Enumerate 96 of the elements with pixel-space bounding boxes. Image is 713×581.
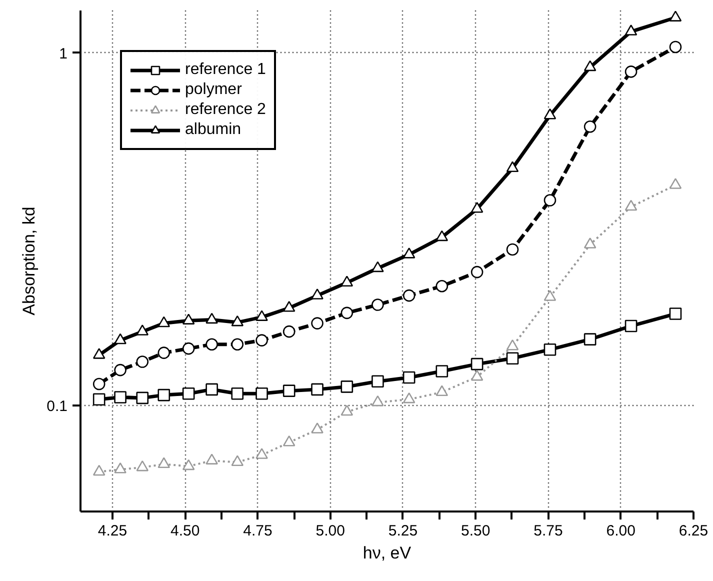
point xyxy=(340,306,354,320)
point xyxy=(182,459,195,470)
point xyxy=(136,356,149,368)
point xyxy=(584,120,596,133)
point xyxy=(311,422,324,434)
y-tick-label: 0.1 xyxy=(46,398,68,415)
x-tick-label: 4.25 xyxy=(98,522,128,540)
y-axis-title: Absorption, kd xyxy=(20,206,39,316)
point xyxy=(206,338,218,351)
point xyxy=(182,314,195,324)
point xyxy=(158,316,170,328)
point xyxy=(372,261,384,272)
point xyxy=(506,243,519,256)
legend-label: polymer xyxy=(185,81,242,99)
point xyxy=(182,342,195,355)
point xyxy=(624,200,638,211)
point xyxy=(92,348,106,359)
point xyxy=(92,464,106,476)
point xyxy=(282,384,296,397)
point xyxy=(544,290,556,301)
x-tick-label: 5.00 xyxy=(316,522,345,540)
point xyxy=(624,66,638,78)
x-tick-label: 6.25 xyxy=(678,522,708,540)
x-tick-label: 5.25 xyxy=(388,522,418,540)
point xyxy=(282,325,296,338)
point xyxy=(372,395,384,406)
point xyxy=(256,448,268,459)
point xyxy=(231,387,244,400)
point xyxy=(92,378,106,390)
point xyxy=(470,202,484,213)
point xyxy=(436,385,448,396)
point xyxy=(544,194,556,206)
point xyxy=(402,392,416,404)
point xyxy=(669,40,682,54)
legend-label: albumin xyxy=(185,121,242,139)
point xyxy=(372,298,384,311)
point xyxy=(114,333,126,344)
point xyxy=(470,358,484,370)
point xyxy=(206,312,218,324)
point xyxy=(506,161,519,172)
legend-label: reference 1 xyxy=(185,61,266,79)
point xyxy=(584,60,596,72)
point xyxy=(506,339,519,350)
point xyxy=(114,364,126,376)
x-tick-label: 4.75 xyxy=(243,522,272,540)
point xyxy=(669,10,682,22)
point xyxy=(402,289,416,302)
point xyxy=(256,334,268,346)
point xyxy=(136,392,149,404)
point xyxy=(669,308,682,320)
point xyxy=(506,352,519,364)
point xyxy=(256,387,268,400)
point xyxy=(436,280,448,292)
point xyxy=(436,365,448,378)
point xyxy=(256,310,268,321)
point xyxy=(92,393,106,406)
point xyxy=(136,324,149,336)
point xyxy=(436,230,448,242)
point xyxy=(669,178,682,189)
point xyxy=(136,460,149,472)
point xyxy=(158,457,170,468)
x-tick-label: 5.75 xyxy=(534,522,563,540)
point xyxy=(340,276,354,286)
point xyxy=(311,288,324,300)
point xyxy=(340,404,354,416)
point xyxy=(231,455,244,466)
point xyxy=(158,346,170,359)
point xyxy=(231,338,244,351)
x-tick-label: 5.50 xyxy=(461,522,490,540)
point xyxy=(282,435,296,446)
point xyxy=(470,266,484,278)
y-tick-label: 1 xyxy=(59,45,68,62)
point xyxy=(544,343,556,356)
point xyxy=(311,317,324,330)
point xyxy=(402,371,416,384)
point xyxy=(311,383,324,396)
point xyxy=(206,454,218,464)
point xyxy=(544,108,556,120)
point xyxy=(584,333,596,346)
point xyxy=(231,315,244,326)
point xyxy=(182,387,195,400)
x-axis-title: hν, eV xyxy=(362,544,412,562)
point xyxy=(372,375,384,388)
point xyxy=(282,300,296,312)
point xyxy=(584,238,596,248)
x-tick-label: 6.00 xyxy=(606,522,636,540)
x-tick-label: 4.50 xyxy=(170,522,200,540)
point xyxy=(340,380,354,393)
point xyxy=(114,462,126,474)
point xyxy=(624,320,638,332)
legend-label: reference 2 xyxy=(185,101,266,119)
point xyxy=(624,24,638,36)
point xyxy=(206,383,218,396)
point xyxy=(114,391,126,404)
point xyxy=(158,388,170,402)
point xyxy=(470,370,484,381)
